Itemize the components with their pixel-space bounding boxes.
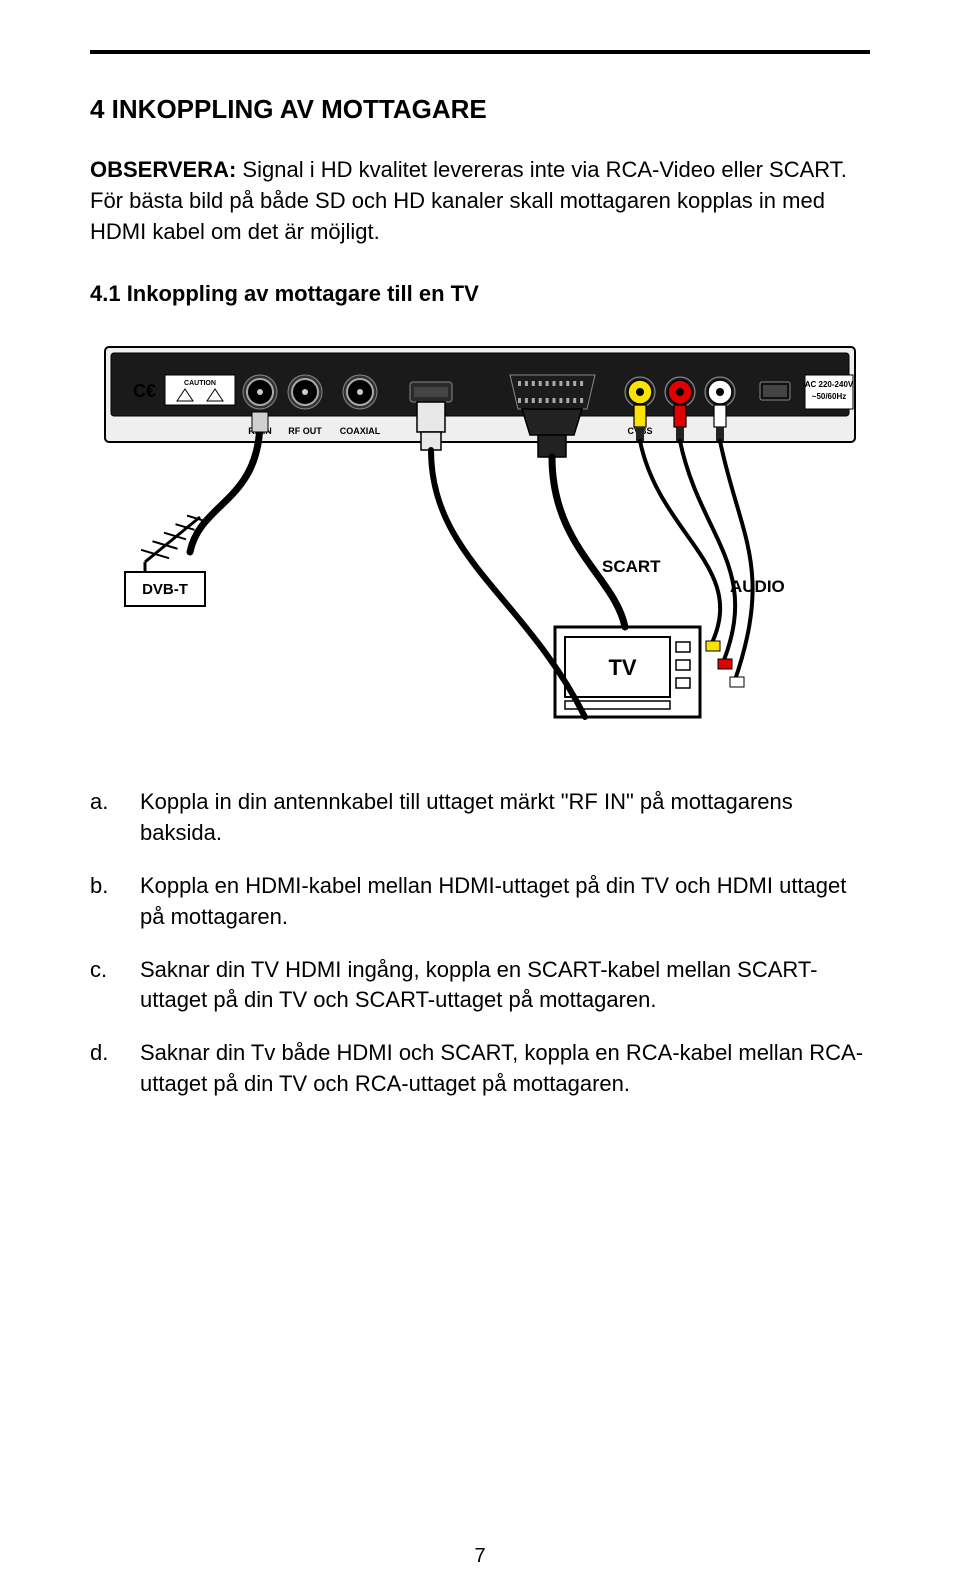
instruction-letter: b.	[90, 871, 140, 933]
svg-text:C€: C€	[133, 381, 156, 401]
instruction-text: Saknar din TV HDMI ingång, koppla en SCA…	[140, 955, 870, 1017]
svg-text:RF OUT: RF OUT	[288, 426, 322, 436]
instruction-letter: a.	[90, 787, 140, 849]
svg-text:AC 220-240V: AC 220-240V	[805, 380, 854, 389]
instruction-item: a.Koppla in din antennkabel till uttaget…	[90, 787, 870, 849]
instruction-item: b.Koppla en HDMI-kabel mellan HDMI-uttag…	[90, 871, 870, 933]
subsection-heading: 4.1 Inkoppling av mottagare till en TV	[90, 281, 870, 307]
instruction-text: Koppla in din antennkabel till uttaget m…	[140, 787, 870, 849]
instruction-letter: c.	[90, 955, 140, 1017]
instruction-item: d.Saknar din Tv både HDMI och SCART, kop…	[90, 1038, 870, 1100]
instruction-list: a.Koppla in din antennkabel till uttaget…	[90, 787, 870, 1099]
svg-text:COAXIAL: COAXIAL	[340, 426, 381, 436]
section-heading: 4 INKOPPLING AV MOTTAGARE	[90, 94, 870, 125]
svg-text:DVB-T: DVB-T	[142, 581, 188, 598]
instruction-text: Koppla en HDMI-kabel mellan HDMI-uttaget…	[140, 871, 870, 933]
observera-label: OBSERVERA:	[90, 157, 236, 182]
svg-text:~50/60Hz: ~50/60Hz	[812, 392, 846, 401]
page-number: 7	[0, 1545, 960, 1568]
svg-text:SCART: SCART	[602, 557, 661, 576]
observera-paragraph: OBSERVERA: Signal i HD kvalitet leverera…	[90, 155, 870, 247]
svg-text:TV: TV	[608, 655, 636, 680]
svg-text:CAUTION: CAUTION	[184, 380, 216, 387]
instruction-text: Saknar din Tv både HDMI och SCART, koppl…	[140, 1038, 870, 1100]
connection-diagram: C€CAUTIONRF INRF OUTCOAXIALHDMITV SCARTC…	[95, 337, 865, 727]
svg-text:AUDIO: AUDIO	[730, 577, 785, 596]
instruction-letter: d.	[90, 1038, 140, 1100]
instruction-item: c.Saknar din TV HDMI ingång, koppla en S…	[90, 955, 870, 1017]
top-rule	[90, 50, 870, 54]
